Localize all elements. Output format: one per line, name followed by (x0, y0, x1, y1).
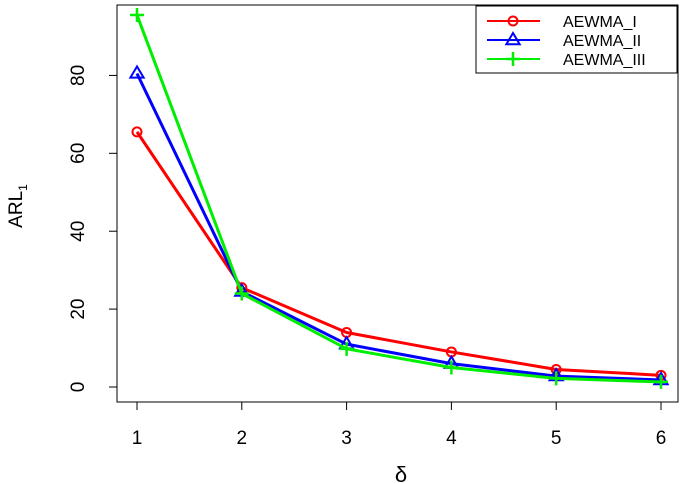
x-tick-label: 2 (237, 428, 248, 449)
y-tick-label: 20 (68, 299, 89, 320)
data-point-plus (654, 374, 668, 389)
y-tick-label: 0 (68, 382, 89, 393)
x-tick-label: 1 (132, 428, 143, 449)
y-tick-label: 80 (68, 65, 89, 86)
legend-item: AEWMA_I (487, 14, 637, 31)
y-axis-label-main: ARL (6, 191, 27, 228)
series-1 (131, 126, 667, 381)
series-layer (128, 8, 670, 389)
data-point-plus (549, 371, 564, 386)
legend-label: AEWMA_II (563, 33, 641, 50)
data-point-plus (444, 360, 459, 375)
data-point-triangle (504, 31, 522, 46)
y-axis-label-subscript: 1 (16, 184, 30, 191)
x-tick-label: 4 (446, 428, 457, 449)
y-tick-label: 40 (68, 221, 89, 242)
x-tick-label: 6 (656, 428, 667, 449)
legend-item: AEWMA_II (487, 31, 641, 50)
y-tick-label: 60 (68, 143, 89, 164)
data-point-triangle (128, 64, 146, 79)
series-line (135, 72, 662, 382)
legend-label: AEWMA_I (563, 14, 637, 31)
series-line (135, 14, 662, 384)
legend: AEWMA_I AEWMA_II AEWMA_III (475, 5, 678, 74)
y-axis: 0 20 40 60 80 (68, 65, 118, 393)
series-line (135, 131, 662, 377)
data-point-plus (339, 341, 354, 356)
x-tick-label: 3 (341, 428, 352, 449)
series-3 (130, 8, 668, 389)
series-2 (128, 64, 670, 386)
data-point-circle (507, 15, 519, 27)
x-axis-label: δ (395, 462, 407, 484)
x-axis: 1 2 3 4 5 6 (132, 401, 667, 449)
data-point-plus (234, 286, 249, 301)
data-point-circle (131, 126, 143, 138)
data-point-plus (506, 52, 520, 66)
x-tick-label: 5 (551, 428, 562, 449)
legend-item: AEWMA_III (487, 52, 646, 69)
legend-label: AEWMA_III (563, 52, 646, 69)
data-point-plus (130, 8, 144, 23)
y-axis-label: ARL1 (6, 184, 30, 228)
